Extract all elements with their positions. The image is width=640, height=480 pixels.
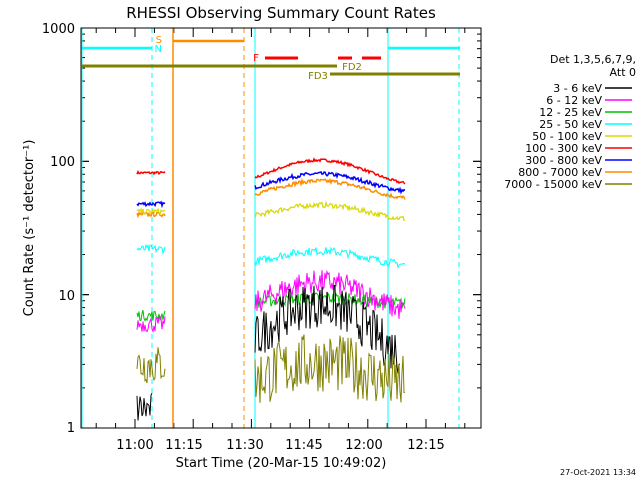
plot-frame — [80, 27, 482, 429]
series-line-3-6keV — [136, 392, 153, 421]
flag-label-fd3: FD3 — [308, 71, 328, 82]
legend-label: 100 - 300 keV — [525, 142, 602, 155]
footer-date: 27-Oct-2021 13:34 — [560, 468, 636, 477]
legend-label: 800 - 7000 keV — [518, 166, 602, 179]
legend-label: 300 - 800 keV — [525, 154, 602, 167]
series-line-50-100keV — [254, 200, 406, 222]
y-tick-label: 1 — [67, 421, 75, 436]
plot-layer — [81, 27, 481, 429]
legend-label: 12 - 25 keV — [539, 106, 602, 119]
series-line-7000-15000keV — [136, 347, 166, 384]
series-line-12-25keV — [136, 310, 166, 322]
series-line-25-50keV — [254, 246, 406, 269]
y-tick-label: 1000 — [42, 22, 75, 37]
y-tick-label: 100 — [50, 155, 75, 170]
series-line-300-800keV — [254, 170, 406, 195]
flag-label-s: S — [156, 35, 162, 46]
legend-label: 50 - 100 keV — [532, 130, 602, 143]
series-line-800-7000keV — [136, 210, 166, 219]
x-axis-label: Start Time (20-Mar-15 10:49:02) — [176, 456, 387, 471]
flag-label-f: F — [253, 53, 259, 64]
series-line-100-300keV — [254, 157, 406, 185]
legend-header-line1: Det 1,3,5,6,7,9, — [550, 53, 636, 66]
chart-title: RHESSI Observing Summary Count Rates — [126, 4, 436, 22]
series-line-800-7000keV — [254, 177, 406, 200]
flag-label-fd2: FD2 — [342, 62, 362, 73]
series-line-7000-15000keV — [254, 334, 406, 403]
legend-header-line2: Att 0 — [610, 66, 636, 79]
series-line-25-50keV — [136, 243, 166, 255]
x-tick-label: 11:15 — [165, 438, 202, 453]
series-line-100-300keV — [136, 170, 166, 176]
flag-label-n: N — [155, 44, 162, 55]
y-axis-label: Count Rate (s⁻¹ detector⁻¹) — [22, 140, 37, 317]
x-tick-label: 11:45 — [285, 438, 322, 453]
legend-label: 25 - 50 keV — [539, 118, 602, 131]
x-tick-label: 11:00 — [116, 438, 153, 453]
x-tick-label: 12:15 — [407, 438, 444, 453]
x-tick-label: 12:00 — [345, 438, 382, 453]
series-line-3-6keV — [254, 284, 401, 374]
legend-label: 6 - 12 keV — [546, 94, 602, 107]
series-line-12-25keV — [254, 291, 406, 309]
y-tick-label: 10 — [58, 289, 75, 304]
series-line-300-800keV — [136, 200, 166, 209]
legend-label: 3 - 6 keV — [553, 82, 602, 95]
series-line-6-12keV — [254, 269, 406, 319]
x-tick-label: 11:30 — [226, 438, 263, 453]
series-line-6-12keV — [136, 315, 166, 334]
series-line-50-100keV — [136, 207, 166, 216]
legend-label: 7000 - 15000 keV — [504, 178, 602, 191]
